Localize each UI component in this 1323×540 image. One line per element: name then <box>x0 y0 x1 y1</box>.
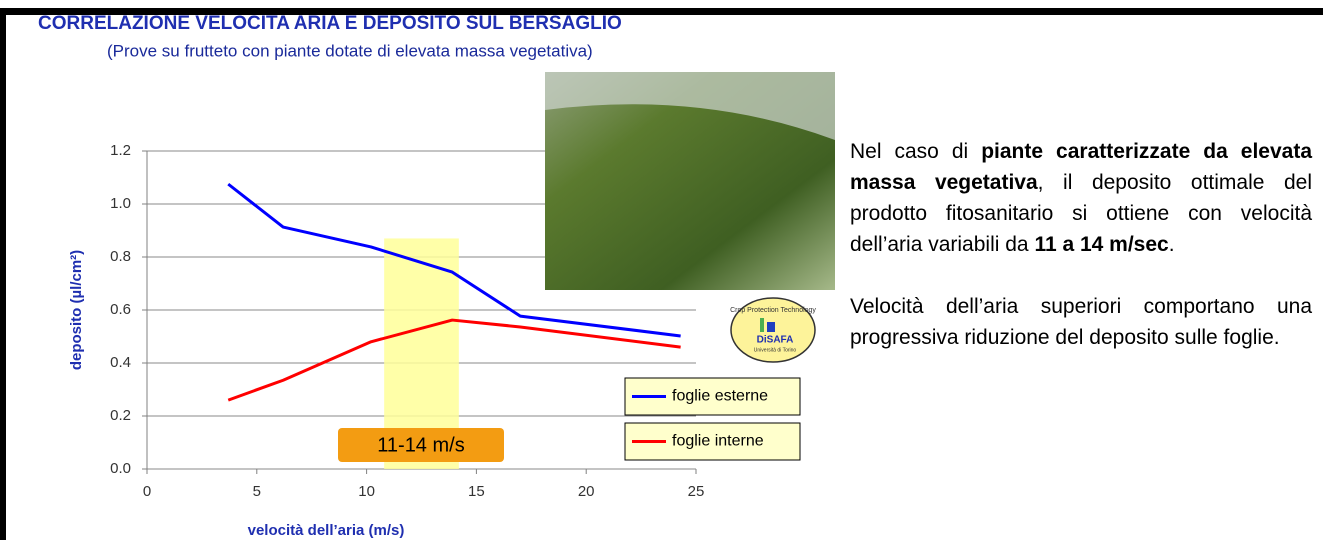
x-tick-label: 0 <box>143 483 151 500</box>
highlight-label: 11-14 m/s <box>377 434 464 456</box>
y-axis-label: deposito (µl/cm²) <box>68 250 85 370</box>
x-tick-label: 25 <box>688 483 705 500</box>
logo-text: DiSAFA <box>757 335 794 346</box>
y-tick-label: 0.4 <box>110 354 131 371</box>
paragraph: Nel caso di piante caratterizzate da ele… <box>850 136 1312 260</box>
chart-subtitle: (Prove su frutteto con piante dotate di … <box>107 41 593 60</box>
y-tick-label: 1.2 <box>110 142 131 159</box>
y-tick-label: 1.0 <box>110 195 131 212</box>
y-tick-label: 0.2 <box>110 407 131 424</box>
left-border <box>0 8 6 540</box>
logo-icon <box>767 322 775 332</box>
text: . <box>1169 233 1175 256</box>
paragraph: Velocità dell’aria superiori comportano … <box>850 291 1312 353</box>
chart-title: CORRELAZIONE VELOCITA ARIA E DEPOSITO SU… <box>38 13 622 34</box>
x-axis-label: velocità dell’aria (m/s) <box>248 522 405 539</box>
legend-label: foglie interne <box>672 433 764 450</box>
x-tick-label: 15 <box>468 483 485 500</box>
legend-label: foglie esterne <box>672 388 768 405</box>
slide: CORRELAZIONE VELOCITA ARIA E DEPOSITO SU… <box>0 0 1323 540</box>
x-tick-label: 5 <box>253 483 261 500</box>
text: Velocità dell’aria superiori comportano … <box>850 295 1312 349</box>
logo-icon <box>760 318 764 332</box>
y-tick-label: 0.0 <box>110 460 131 477</box>
x-tick-label: 20 <box>578 483 595 500</box>
y-tick-label: 0.8 <box>110 248 131 265</box>
description: Nel caso di piante caratterizzate da ele… <box>850 136 1312 384</box>
bold-text: 11 a 14 m/sec <box>1034 233 1168 256</box>
logo-text: Università di Torino <box>754 347 797 353</box>
top-border <box>0 8 1323 15</box>
logo-text: Crop Protection Technology <box>730 307 816 314</box>
y-tick-label: 0.6 <box>110 301 131 318</box>
text: Nel caso di <box>850 140 981 163</box>
x-tick-label: 10 <box>358 483 375 500</box>
